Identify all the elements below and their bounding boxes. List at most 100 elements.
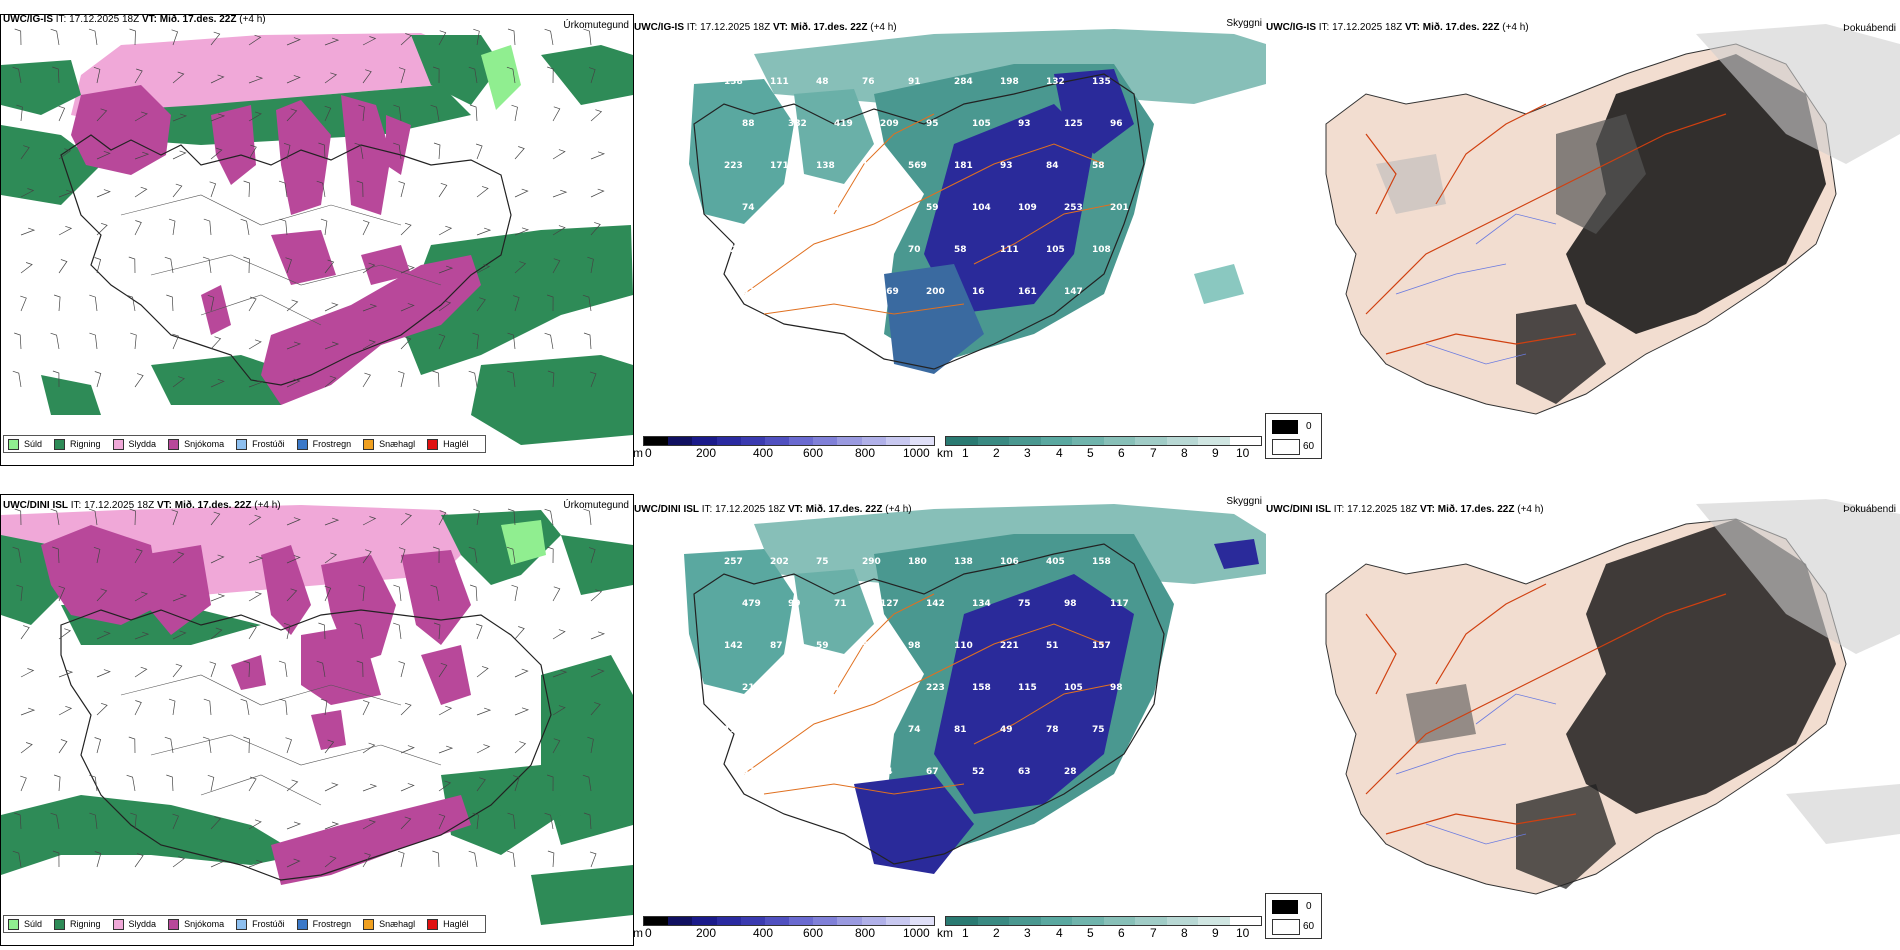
wind-barb-icon	[248, 819, 262, 830]
wind-barb-icon	[172, 593, 188, 602]
cloud-title-row1: Skyggni	[1226, 18, 1262, 29]
wind-barb-icon	[400, 702, 412, 716]
wind-barb-icon	[324, 302, 339, 312]
wind-barb-icon	[438, 662, 448, 678]
wind-barb-icon	[248, 776, 257, 792]
wind-barb-icon	[362, 220, 370, 236]
wind-barb-icon	[514, 707, 530, 716]
fog-header-row1: UWC/IG-IS IT: 17.12.2025 18Z VT: Mið. 17…	[1266, 22, 1529, 33]
wind-barb-icon	[248, 514, 262, 526]
wind-barb-icon	[52, 66, 60, 84]
wind-barb-icon	[58, 225, 73, 236]
cloud-base-value: 58	[954, 245, 967, 255]
wind-barb-icon	[438, 225, 453, 236]
wind-barb-icon	[507, 812, 516, 830]
wind-barb-icon	[589, 851, 597, 868]
wind-barb-icon	[514, 668, 529, 678]
cloud-base-value: 59	[816, 641, 829, 651]
wind-barb-icon	[324, 585, 332, 602]
wind-barb-icon	[438, 780, 452, 792]
wind-barb-icon	[507, 508, 516, 526]
wind-barb-icon	[582, 294, 592, 312]
wind-barb-icon	[590, 702, 601, 716]
wind-barb-icon	[285, 257, 292, 274]
wind-barb-icon	[16, 584, 23, 602]
wind-barb-icon	[209, 661, 217, 678]
wind-barb-icon	[316, 180, 326, 198]
wind-barb-icon	[210, 593, 226, 602]
wind-barb-icon	[552, 258, 561, 274]
cloud-base-value: 78	[1046, 725, 1059, 735]
wind-barb-icon	[547, 546, 554, 564]
wind-barb-icon	[129, 28, 136, 46]
cloud-base-value: 109	[1018, 203, 1037, 213]
wind-barb-icon	[53, 294, 61, 312]
tick-label: 10	[1236, 926, 1250, 940]
cloud-base-value: 158	[972, 683, 991, 693]
cloud-base-value: 74	[908, 725, 921, 735]
fog-panel-row1: UWC/IG-IS IT: 17.12.2025 18Z VT: Mið. 17…	[1266, 14, 1900, 454]
wind-barb-icon	[172, 856, 185, 868]
cloud-base-value: 57	[880, 203, 893, 213]
wind-barb-icon	[476, 666, 489, 678]
coastline	[60, 134, 512, 386]
wind-barb-icon	[590, 631, 606, 640]
fog-swatch-dark	[1272, 420, 1298, 434]
cloud-base-value: 87	[788, 767, 801, 777]
cloud-map-row1: 138 111 48 76 91 284 198 132 135 88 382 419 209 95 105…	[634, 14, 1266, 444]
wind-barb-icon	[94, 851, 102, 868]
wind-barb-icon	[354, 142, 364, 160]
wind-barb-icon	[279, 218, 288, 236]
wind-barb-icon	[243, 736, 250, 754]
swatch-icon	[8, 438, 19, 450]
tick-label: 5	[1087, 926, 1094, 940]
fog-swatch-dark	[1272, 900, 1298, 914]
legend-item: Snjókoma	[168, 918, 224, 930]
wind-barb-icon	[20, 188, 35, 198]
wind-barb-icon	[324, 821, 340, 830]
precip-map-row2	[1, 495, 633, 945]
wind-barb-icon	[583, 508, 592, 526]
wind-barb-icon	[134, 853, 144, 868]
tick-label: 2	[993, 926, 1000, 940]
legend-item: Snæhagl	[363, 438, 415, 450]
cloud-base-value: 198	[1000, 77, 1019, 87]
cloud-base-value: 134	[972, 599, 991, 609]
wind-barb-icon	[210, 31, 221, 46]
tick-label: 800	[855, 446, 876, 460]
wind-barb-icon	[438, 300, 452, 312]
wind-barb-icon	[12, 66, 22, 84]
cloud-base-value: 569	[908, 161, 927, 171]
wind-barb-icon	[547, 370, 555, 388]
wind-barb-icon	[96, 630, 111, 640]
tick-label: 10	[1236, 446, 1250, 460]
tick-label: 7	[1150, 446, 1157, 460]
wind-barb-icon	[134, 151, 150, 160]
legend-item: Frostúði	[236, 438, 285, 450]
wind-barb-icon	[20, 262, 33, 274]
wind-barb-icon	[432, 850, 440, 868]
cloud-base-value: 117	[1110, 599, 1129, 609]
wind-barb-icon	[476, 227, 492, 236]
wind-barb-icon	[476, 744, 491, 754]
cloud-base-value: 105	[972, 119, 991, 129]
fog-legend-row2: 0 60	[1265, 893, 1322, 939]
legend-item: Slydda	[112, 918, 156, 930]
cloud-base-value: 101	[788, 287, 807, 297]
wind-barb-icon	[544, 508, 554, 526]
wind-barb-icon	[362, 36, 377, 46]
wind-barb-icon	[58, 705, 73, 716]
wind-barb-icon	[588, 547, 596, 564]
wind-barb-icon	[400, 745, 415, 754]
wind-barb-icon	[587, 736, 594, 754]
fog-legend-value: 0	[1306, 421, 1312, 432]
wind-barb-icon	[362, 516, 377, 526]
wind-barb-icon	[58, 189, 74, 198]
wind-barb-icon	[400, 265, 415, 274]
wind-barb-icon	[476, 186, 489, 198]
swatch-icon	[363, 438, 375, 450]
cloud-base-value: 419	[834, 119, 853, 129]
cloud-base-value: 57	[742, 767, 755, 777]
wind-barb-icon	[93, 66, 101, 84]
wind-barb-icon	[400, 222, 412, 236]
